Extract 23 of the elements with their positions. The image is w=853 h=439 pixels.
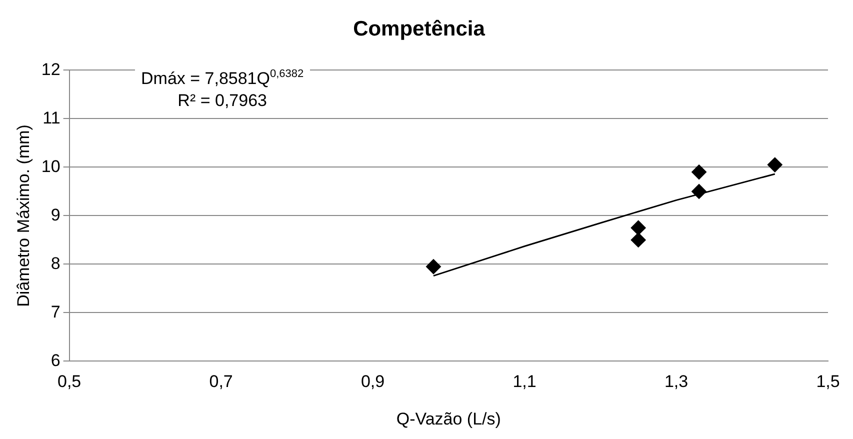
y-tick-label: 10 — [41, 156, 60, 176]
x-tick-label: 0,9 — [360, 372, 385, 392]
x-axis-title: Q-Vazão (L/s) — [396, 409, 501, 428]
x-tick-label: 0,5 — [57, 372, 82, 392]
point — [426, 259, 441, 274]
point — [692, 164, 707, 180]
y-tick-label: 11 — [42, 108, 60, 128]
y-tick-label: 9 — [50, 205, 60, 224]
y-tick-label: 12 — [41, 60, 60, 79]
y-tick-label: 7 — [50, 302, 60, 322]
point — [630, 220, 646, 236]
chart-title: Competência — [353, 17, 486, 40]
point — [692, 184, 707, 199]
point — [630, 232, 646, 248]
x-tick-label: 1,1 — [512, 372, 536, 392]
annotation: Dmáx = 7,8581Q$^{0,6382}$ R² = 0,7963 — [135, 68, 310, 112]
x-tick-label: 1,3 — [664, 372, 688, 392]
y-tick-label: 6 — [50, 350, 60, 370]
x-tick-label: 0,7 — [209, 372, 233, 392]
y-tick-label: 8 — [50, 254, 60, 273]
x-tick-label: 1,5 — [816, 372, 840, 392]
y-axis-title: Diâmetro Máximo. (mm) — [14, 124, 33, 307]
point — [767, 157, 782, 172]
